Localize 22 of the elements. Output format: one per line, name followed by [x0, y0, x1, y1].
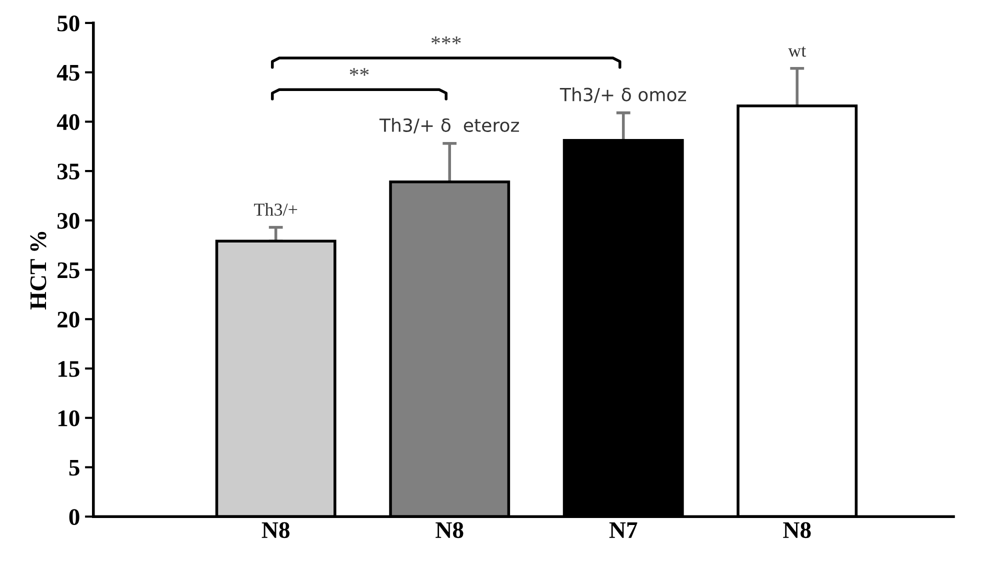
annotation: Th3/+ δ omoz: [560, 87, 686, 103]
y-tick-label: 20: [58, 312, 80, 328]
x-tick-label: N7: [609, 522, 638, 538]
annotation: Th3/+ δ eteroz: [379, 118, 519, 134]
y-axis-title: HCT %: [30, 232, 46, 310]
y-tick-label: 50: [58, 15, 80, 32]
y-tick-label: 0: [69, 509, 80, 526]
y-tick-label: 10: [58, 410, 80, 426]
x-tick-label: N8: [783, 522, 811, 538]
annotation: Th3/+: [254, 203, 298, 216]
x-tick-label: N8: [436, 522, 464, 538]
x-tick-label: N8: [262, 522, 290, 538]
y-tick-label: 45: [56, 64, 80, 81]
y-tick-label: 40: [56, 114, 80, 130]
y-tick-label: 25: [58, 262, 80, 278]
y-tick-label: 15: [58, 361, 80, 377]
annotation: wt: [788, 46, 806, 57]
annotation: ***: [432, 36, 461, 44]
y-tick-label: 35: [57, 164, 80, 180]
y-tick-label: 5: [69, 460, 80, 476]
annotation: **: [350, 68, 369, 76]
y-tick-label: 30: [57, 212, 80, 229]
